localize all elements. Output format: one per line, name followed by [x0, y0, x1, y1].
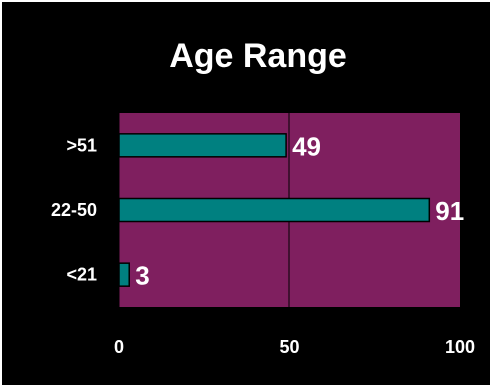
- bar-2: [118, 262, 130, 287]
- bar-series: 49 >51 91 22-50 3 <21 0 50 100: [51, 131, 475, 357]
- category-label-0: >51: [66, 135, 97, 155]
- x-tick-label-2: 100: [445, 337, 475, 357]
- x-tick-label-0: 0: [114, 337, 124, 357]
- data-label-1: 91: [435, 196, 464, 226]
- bar-1: [118, 197, 431, 223]
- x-tick-label-1: 50: [279, 337, 299, 357]
- category-label-2: <21: [66, 265, 97, 285]
- chart-frame: Age Range 49 >51 91 22-50 3 <21 0 50 100: [2, 2, 490, 385]
- bar-0: [118, 133, 287, 158]
- chart-title: Age Range: [169, 37, 347, 75]
- age-range-chart: Age Range 49 >51 91 22-50 3 <21 0 50 100: [51, 37, 475, 357]
- data-label-2: 3: [135, 261, 149, 291]
- category-label-1: 22-50: [51, 200, 97, 220]
- data-label-0: 49: [292, 131, 321, 161]
